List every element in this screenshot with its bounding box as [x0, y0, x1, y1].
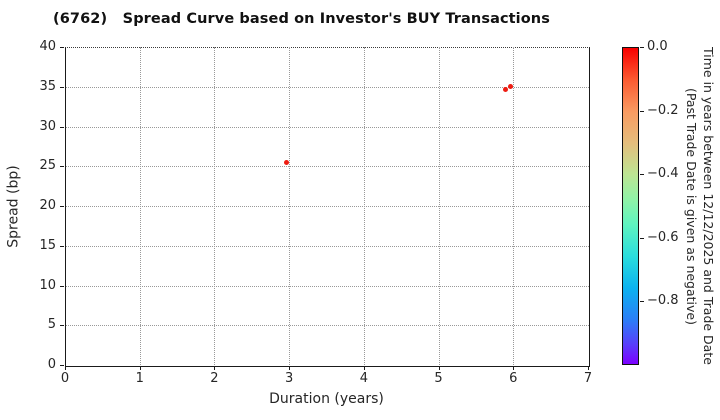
x-tick-label-7: 7: [583, 371, 593, 386]
x-axis-label: Duration (years): [269, 391, 384, 407]
gridline-y-15: [66, 245, 589, 247]
x-tick-label-1: 1: [135, 371, 144, 386]
colorbar-label-line1: Time in years between 12/12/2025 and Tra…: [701, 47, 716, 365]
y-tick-20: [60, 206, 64, 207]
x-tick-4: [363, 366, 365, 370]
x-tick-label-5: 5: [434, 371, 443, 386]
y-tick-5: [60, 325, 64, 327]
y-tick-label-35: 35: [39, 78, 56, 94]
y-tick-35: [60, 86, 64, 88]
gridline-y-35: [66, 86, 589, 88]
y-tick-label-15: 15: [39, 237, 56, 253]
data-point-0: [284, 159, 290, 165]
y-tick-10: [60, 285, 64, 287]
y-tick-label-30: 30: [39, 118, 56, 134]
x-tick-3: [289, 366, 291, 370]
y-tick-label-0: 0: [47, 357, 56, 372]
gridline-y-30: [66, 126, 589, 128]
x-tick-label-4: 4: [359, 371, 368, 386]
y-tick-label-25: 25: [39, 158, 56, 174]
colorbar-tick-−0.2: [640, 110, 644, 112]
x-tick-0: [65, 366, 66, 370]
x-tick-5: [438, 366, 440, 370]
x-tick-1: [139, 366, 141, 370]
y-tick-15: [60, 245, 64, 247]
x-tick-label-2: 2: [210, 371, 219, 386]
x-tick-label-3: 3: [285, 371, 294, 386]
colorbar-tick-−0.6: [640, 237, 644, 239]
data-point-2: [507, 84, 513, 90]
y-tick-30: [60, 126, 64, 128]
y-tick-0: [60, 365, 64, 366]
colorbar-axis-label: Time in years between 12/12/2025 and Tra…: [681, 47, 717, 365]
y-tick-label-20: 20: [39, 198, 56, 213]
y-tick-label-10: 10: [39, 277, 56, 293]
chart-title: (6762) Spread Curve based on Investor's …: [53, 11, 550, 27]
colorbar-tick-0.0: [640, 47, 644, 48]
y-tick-label-40: 40: [39, 39, 56, 54]
colorbar-tick-label-−0.4: −0.4: [647, 166, 679, 182]
gridline-y-10: [66, 285, 589, 287]
colorbar-tick-label-−0.6: −0.6: [647, 229, 679, 245]
x-tick-label-0: 0: [60, 371, 70, 386]
colorbar-tick-label-0.0: 0.0: [647, 39, 668, 54]
colorbar-tick-label-−0.2: −0.2: [647, 102, 679, 118]
gridline-y-5: [66, 325, 589, 327]
gridline-y-25: [66, 166, 589, 168]
y-tick-label-5: 5: [47, 317, 56, 333]
x-tick-7: [588, 366, 589, 370]
colorbar-tick-label-−0.8: −0.8: [647, 293, 679, 309]
colorbar-tick-−0.4: [640, 174, 644, 176]
x-tick-6: [513, 366, 515, 370]
x-tick-label-6: 6: [509, 371, 518, 386]
y-tick-40: [60, 47, 64, 48]
x-tick-2: [214, 366, 216, 370]
gridline-y-20: [66, 206, 589, 207]
plot-area: [65, 47, 590, 367]
y-tick-25: [60, 166, 64, 168]
data-point-1: [503, 87, 509, 93]
colorbar-tick-−0.8: [640, 301, 644, 303]
colorbar-gradient: [622, 47, 639, 365]
colorbar-label-line2: (Past Trade Date is given as negative): [684, 87, 699, 325]
